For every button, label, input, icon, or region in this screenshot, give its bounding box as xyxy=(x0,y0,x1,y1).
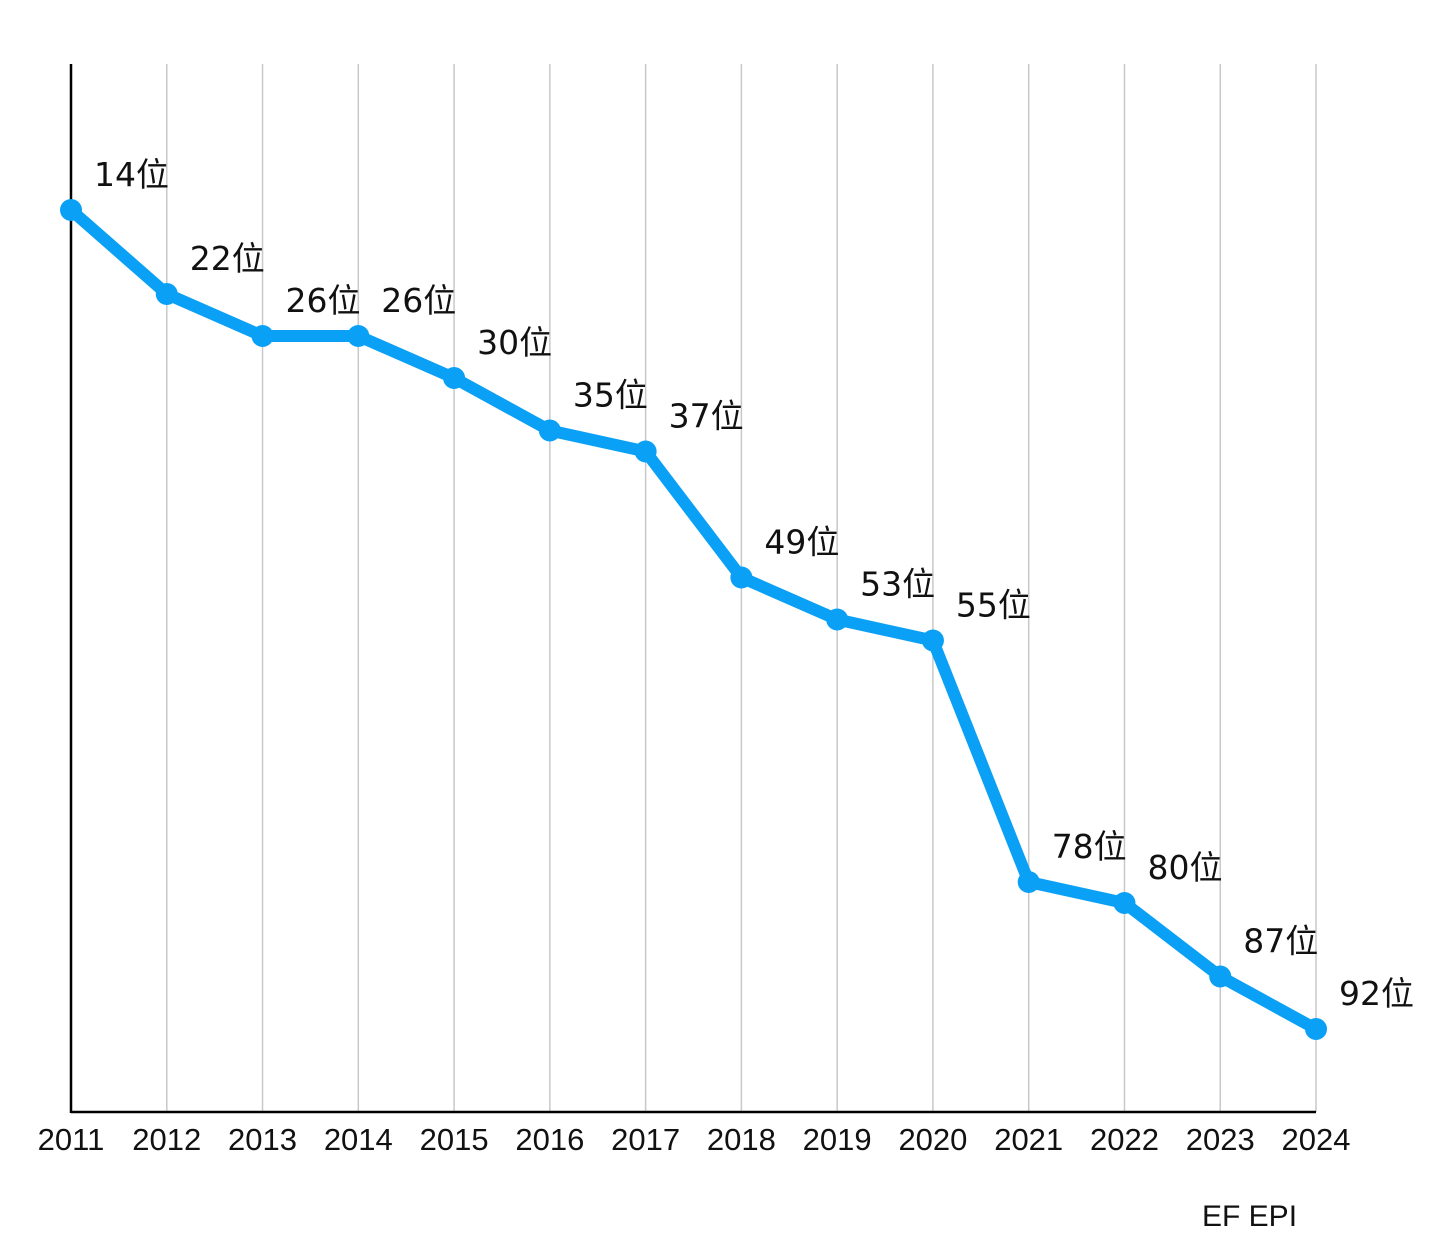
x-tick-label-2013: 2013 xyxy=(228,1122,297,1157)
source-label: EF EPI xyxy=(1202,1200,1297,1233)
data-point-2011 xyxy=(60,199,82,221)
data-label-2017: 37位 xyxy=(669,397,744,436)
data-label-2016: 35位 xyxy=(573,376,648,415)
data-point-2016 xyxy=(538,419,561,442)
x-tick-label-2014: 2014 xyxy=(324,1122,393,1157)
data-label-2023: 87位 xyxy=(1243,922,1318,961)
data-label-2011: 14位 xyxy=(94,155,169,194)
data-label-2018: 49位 xyxy=(764,523,839,562)
x-tick-label-2012: 2012 xyxy=(132,1122,201,1157)
x-tick-label-2018: 2018 xyxy=(707,1122,776,1157)
data-label-2022: 80位 xyxy=(1147,848,1222,887)
data-label-2024: 92位 xyxy=(1339,974,1414,1013)
x-tick-label-2017: 2017 xyxy=(611,1122,680,1157)
data-label-2013: 26位 xyxy=(286,281,361,320)
data-point-2012 xyxy=(155,283,178,305)
series-line xyxy=(65,204,1322,1035)
data-point-2017 xyxy=(634,440,657,463)
data-label-2020: 55位 xyxy=(956,586,1031,625)
data-point-2019 xyxy=(826,608,849,631)
x-tick-label-2016: 2016 xyxy=(515,1122,584,1157)
data-label-2012: 22位 xyxy=(190,239,265,278)
data-point-2023 xyxy=(1209,965,1232,988)
data-point-2015 xyxy=(443,367,466,389)
x-tick-label-2022: 2022 xyxy=(1090,1122,1159,1157)
x-tick-label-2011: 2011 xyxy=(38,1122,105,1157)
data-point-2014 xyxy=(347,325,370,347)
data-point-2021 xyxy=(1017,871,1040,893)
x-tick-label-2023: 2023 xyxy=(1186,1122,1255,1157)
data-labels: 14位 22位 26位 26位 30位 35位 37位 49位 53位 55位 78位 80位 87位 9… xyxy=(94,155,1414,1013)
axes xyxy=(69,64,1317,1114)
data-point-2020 xyxy=(921,629,944,652)
series-line-layer xyxy=(65,204,1322,1035)
x-tick-label-2020: 2020 xyxy=(898,1122,967,1157)
x-tick-label-2021: 2021 xyxy=(994,1122,1063,1157)
data-point-2022 xyxy=(1113,892,1136,914)
data-point-2024 xyxy=(1305,1018,1328,1040)
data-point-2013 xyxy=(251,325,274,347)
data-points xyxy=(60,199,1328,1040)
vertical-gridlines xyxy=(166,64,1317,1112)
data-label-2021: 78位 xyxy=(1052,827,1127,866)
data-label-2019: 53位 xyxy=(860,565,935,604)
data-label-2014: 26位 xyxy=(381,281,456,320)
x-tick-label-2024: 2024 xyxy=(1282,1122,1351,1157)
x-tick-label-2015: 2015 xyxy=(420,1122,489,1157)
x-axis-ticks: 2011 2012 2013 2014 2015 2016 2017 2018 2019 2020… xyxy=(38,1122,1351,1157)
x-tick-label-2019: 2019 xyxy=(803,1122,872,1157)
data-label-2015: 30位 xyxy=(477,323,552,362)
data-point-2018 xyxy=(730,566,753,589)
